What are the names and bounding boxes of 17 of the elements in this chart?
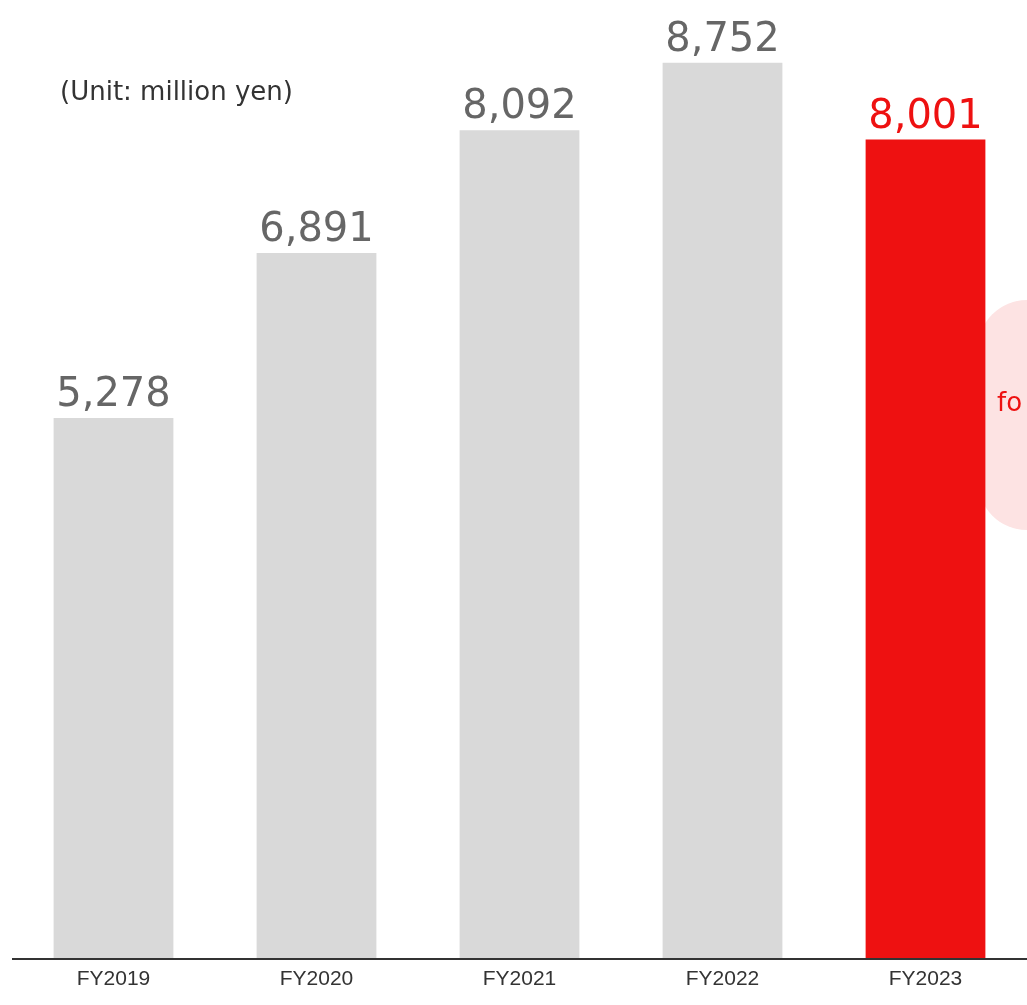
data-label: 6,891 (259, 204, 374, 251)
data-label: 8,001 (868, 90, 983, 137)
x-tick-label: FY2020 (279, 965, 354, 989)
x-tick-label: FY2019 (76, 965, 151, 989)
bar (865, 139, 986, 958)
bar (256, 253, 377, 958)
data-label: 8,092 (462, 81, 577, 128)
bar (662, 62, 783, 958)
bar (459, 130, 580, 958)
annotation: fo (997, 387, 1023, 417)
data-label: 8,752 (665, 13, 780, 60)
annotation: (Unit: million yen) (60, 76, 293, 106)
x-tick-label: FY2022 (685, 965, 760, 989)
x-tick-label: FY2021 (482, 965, 557, 989)
bar (53, 418, 174, 958)
data-label: 5,278 (56, 369, 171, 416)
x-tick-label: FY2023 (888, 965, 963, 989)
